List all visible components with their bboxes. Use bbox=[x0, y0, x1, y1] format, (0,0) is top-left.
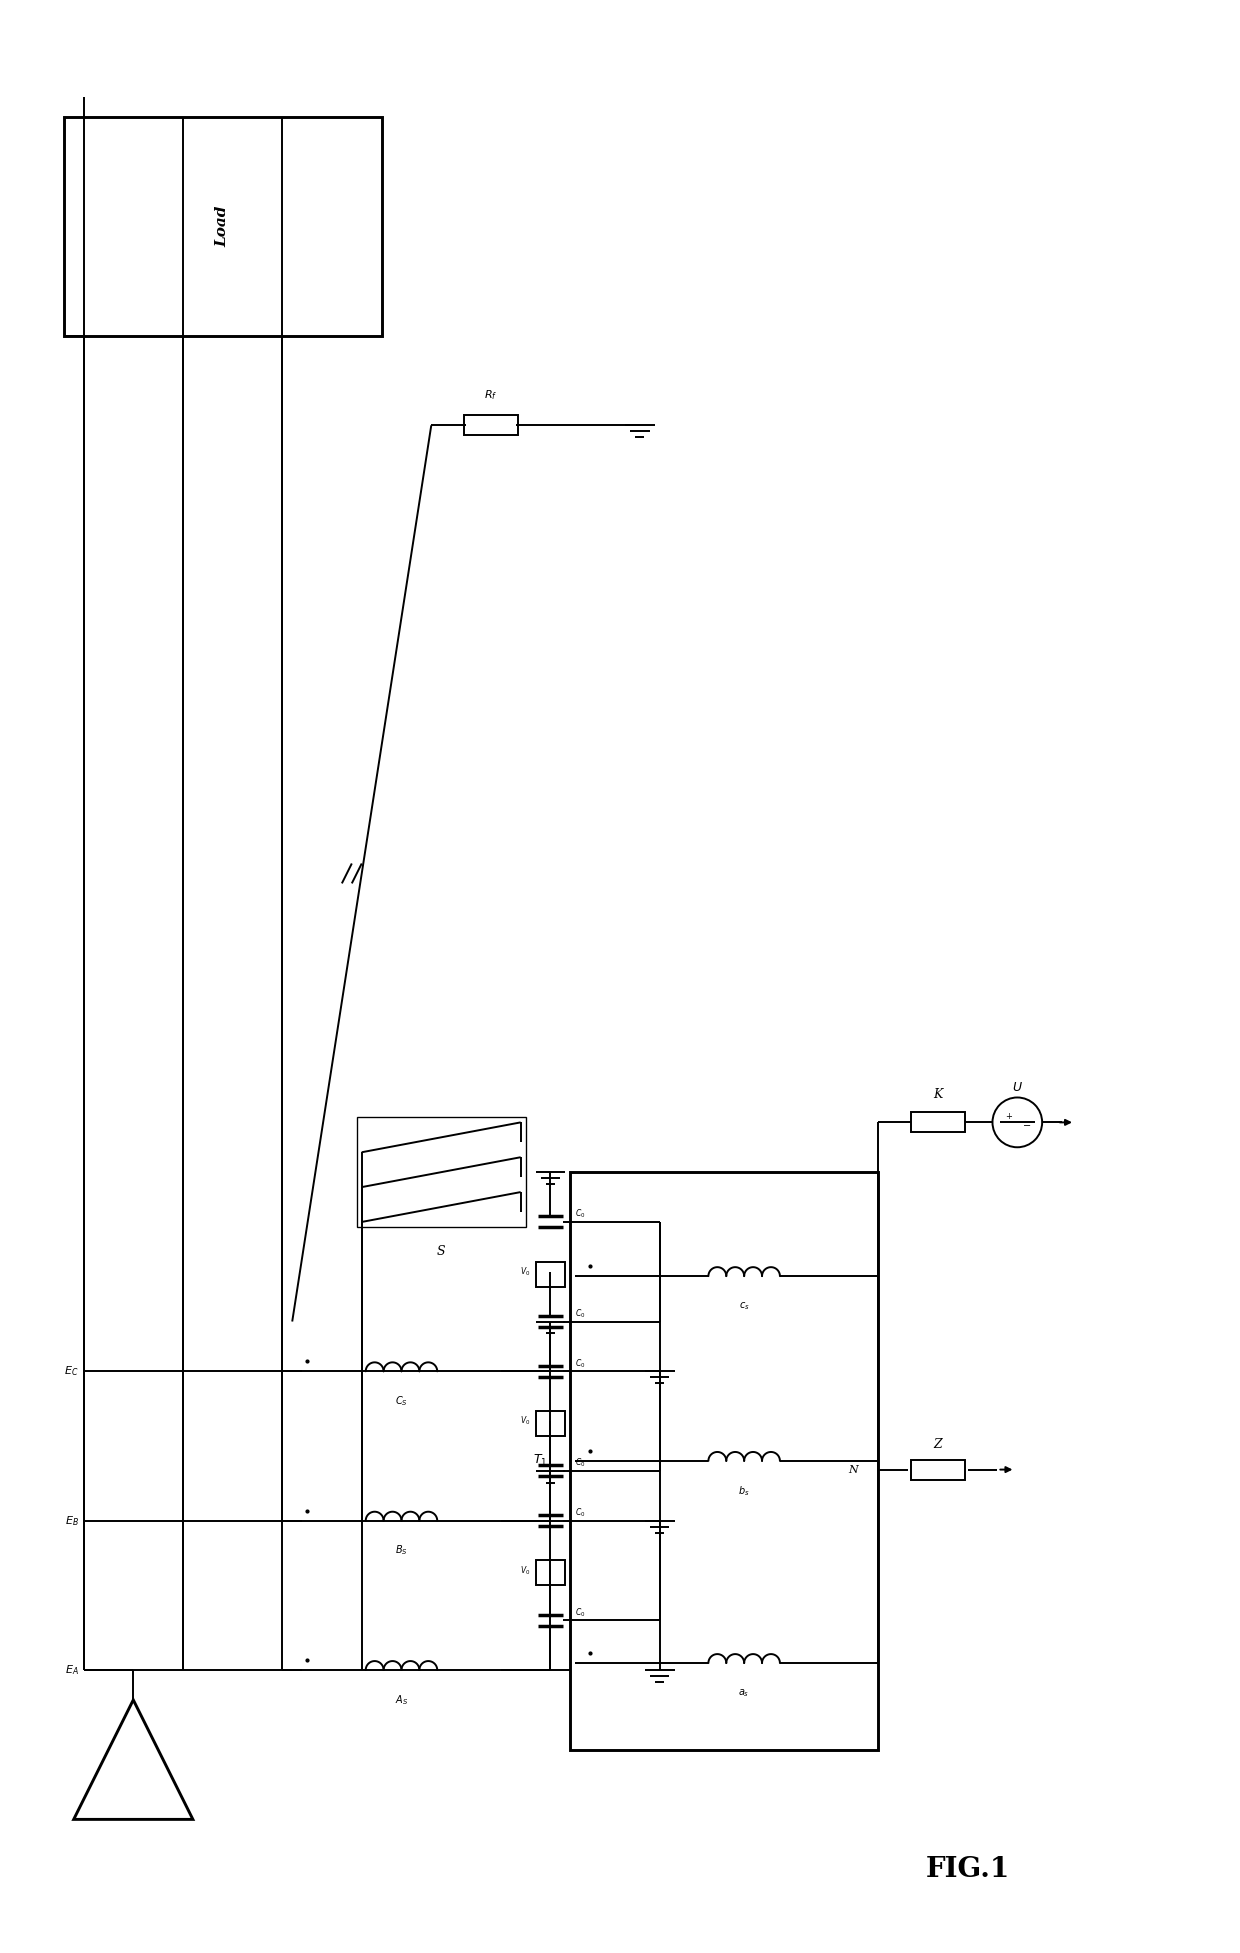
Circle shape bbox=[992, 1098, 1042, 1146]
Bar bbox=[357, 1117, 526, 1226]
Text: Z: Z bbox=[934, 1437, 942, 1451]
Text: $C_0$: $C_0$ bbox=[575, 1605, 585, 1619]
Text: $c_s$: $c_s$ bbox=[739, 1301, 749, 1312]
Text: FIG.1: FIG.1 bbox=[925, 1855, 1009, 1883]
Bar bbox=[63, 117, 382, 336]
Text: $a_s$: $a_s$ bbox=[739, 1687, 750, 1699]
Bar bbox=[536, 1560, 565, 1586]
Text: $E_B$: $E_B$ bbox=[64, 1514, 78, 1527]
Text: $E_C$: $E_C$ bbox=[64, 1365, 78, 1379]
Text: −: − bbox=[1023, 1121, 1032, 1131]
Text: $U$: $U$ bbox=[1012, 1082, 1023, 1094]
Text: Load: Load bbox=[216, 205, 229, 246]
Text: $V_0$: $V_0$ bbox=[521, 1564, 531, 1576]
Text: $C_0$: $C_0$ bbox=[575, 1207, 585, 1221]
Text: K: K bbox=[934, 1088, 942, 1101]
Text: $V_0$: $V_0$ bbox=[521, 1266, 531, 1277]
Text: $B_S$: $B_S$ bbox=[396, 1543, 408, 1557]
Text: $T_1$: $T_1$ bbox=[533, 1453, 548, 1469]
Text: $C_0$: $C_0$ bbox=[575, 1357, 585, 1369]
Text: N: N bbox=[848, 1465, 858, 1475]
Bar bbox=[910, 1459, 965, 1480]
Bar bbox=[570, 1172, 878, 1750]
Text: $R_f$: $R_f$ bbox=[484, 389, 497, 402]
Text: $V_0$: $V_0$ bbox=[521, 1414, 531, 1428]
Text: $A_S$: $A_S$ bbox=[394, 1693, 408, 1707]
Text: $C_0$: $C_0$ bbox=[575, 1457, 585, 1469]
Bar bbox=[536, 1412, 565, 1435]
Text: +: + bbox=[1006, 1111, 1012, 1121]
Bar bbox=[464, 416, 518, 436]
Text: $C_0$: $C_0$ bbox=[575, 1506, 585, 1519]
Text: $C_0$: $C_0$ bbox=[575, 1307, 585, 1320]
Text: $E_A$: $E_A$ bbox=[64, 1664, 78, 1678]
Bar bbox=[910, 1113, 965, 1133]
Text: $C_S$: $C_S$ bbox=[396, 1394, 408, 1408]
Text: S: S bbox=[436, 1246, 445, 1258]
Text: $b_s$: $b_s$ bbox=[738, 1484, 750, 1498]
Bar bbox=[536, 1262, 565, 1287]
